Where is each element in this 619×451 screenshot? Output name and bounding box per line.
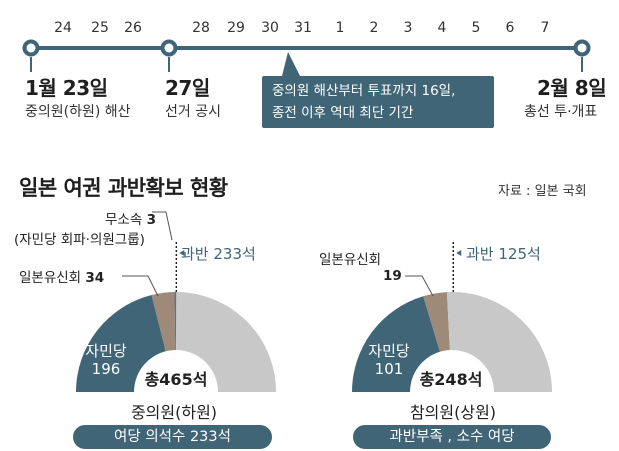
timeline-tick: 30 [261, 20, 279, 36]
callout-line-2: 종전 이후 역대 최단 기간 [272, 105, 414, 121]
lower-independent-value: 3 [146, 212, 156, 228]
timeline-tick: 2 [369, 20, 379, 36]
timeline-tick: 7 [540, 20, 550, 36]
timeline-node-election [573, 39, 591, 57]
lower-majority-arrow [179, 250, 185, 256]
upper-majority-label: 과반 125석 [466, 245, 541, 263]
upper-total: 총248석 [419, 370, 483, 389]
lower-house-name: 중의원(하원) [130, 403, 218, 422]
event-dissolution-label: 중의원(하원) 해산 [25, 104, 131, 120]
upper-ishin-leader [405, 275, 434, 297]
callout-pointer [282, 52, 300, 76]
timeline-node-announce [160, 39, 178, 57]
lower-independent-label: 무소속 3 [105, 208, 156, 228]
lower-independent-name: 무소속 [105, 212, 143, 228]
upper-ishin-name: 일본유신회 [319, 252, 382, 268]
lower-status-pill: 여당 의석수 233석 [73, 425, 272, 449]
timeline-tick: 1 [335, 20, 345, 36]
timeline-tick: 25 [91, 20, 109, 36]
callout-line-1: 중의원 해산부터 투표까지 16일, [272, 83, 456, 99]
lower-independent-leader [152, 211, 173, 241]
event-dissolution-date: 1월 23일 [25, 76, 108, 100]
timeline-tick: 29 [227, 20, 245, 36]
upper-ldp-value: 101 [374, 360, 404, 378]
lower-slice-무소속 [174, 292, 177, 351]
timeline-tick: 26 [124, 20, 142, 36]
lower-independent-note: (자민당 회파·의원그룹) [14, 232, 145, 248]
upper-slice-자민당 [352, 296, 440, 392]
upper-slice-일본유신회 [423, 292, 450, 352]
timeline-tick: 5 [471, 20, 481, 36]
upper-ldp-name: 자민당 [368, 342, 410, 360]
lower-ldp-label: 자민당 196 [82, 342, 130, 378]
event-announce-label: 선거 공시 [165, 104, 221, 120]
lower-ldp-value: 196 [91, 360, 121, 378]
timeline-callout: 중의원 해산부터 투표까지 16일, 종전 이후 역대 최단 기간 [262, 76, 494, 128]
timeline-tick: 3 [403, 20, 413, 36]
lower-ishin-value: 34 [85, 270, 105, 286]
event-election-label: 총선 투·개표 [524, 104, 598, 120]
timeline-tick: 4 [437, 20, 447, 36]
lower-ldp-name: 자민당 [85, 342, 127, 360]
event-election-date: 2월 8일 [537, 76, 607, 100]
timeline-tick: 28 [192, 20, 210, 36]
lower-ishin-name: 일본유신회 [19, 270, 82, 286]
upper-house-name: 참의원(상원) [409, 403, 497, 422]
source-note: 자료 : 일본 국회 [498, 184, 587, 199]
lower-ishin-leader [122, 275, 159, 297]
lower-slice-자민당 [76, 295, 166, 392]
upper-majority-arrow [456, 250, 462, 256]
upper-ishin-value-wrap: 19 [383, 268, 402, 284]
timeline-tick: 24 [54, 20, 72, 36]
lower-ishin-label: 일본유신회 34 [19, 266, 104, 286]
lower-slice-일본유신회 [151, 292, 176, 352]
timeline-tick: 31 [294, 20, 312, 36]
upper-ldp-label: 자민당 101 [365, 342, 413, 378]
upper-ishin-value: 19 [383, 268, 402, 284]
chart-title: 일본 여권 과반확보 현황 [19, 176, 228, 200]
lower-slice-remainder [176, 292, 276, 392]
event-announce-date: 27일 [165, 76, 210, 100]
timeline-tick: 6 [505, 20, 515, 36]
upper-status-pill: 과반부족 , 소수 여당 [353, 425, 551, 449]
timeline-node-start [22, 39, 40, 57]
upper-slice-remainder [446, 292, 552, 392]
lower-majority-label: 과반 233석 [181, 245, 256, 263]
lower-total: 총465석 [144, 370, 208, 389]
